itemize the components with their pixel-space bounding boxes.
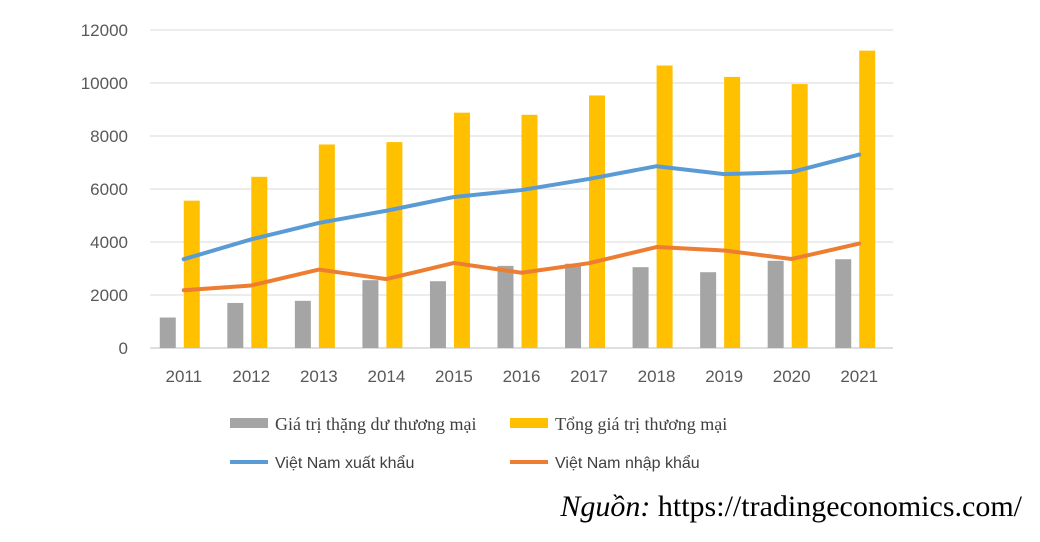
y-tick-label: 10000	[81, 74, 128, 93]
bar-total	[318, 144, 335, 348]
y-axis-ticks: 0 2000 4000 6000 8000 10000 12000	[81, 21, 128, 358]
bar-surplus	[159, 317, 176, 348]
x-axis-ticks: 2011 2012 2013 2014 2015 2016 2017 2018 2019 2020…	[165, 367, 878, 386]
y-tick-label: 6000	[90, 180, 128, 199]
x-tick-label: 2012	[232, 367, 270, 386]
bar-total	[386, 142, 403, 348]
x-tick-label: 2015	[435, 367, 473, 386]
bar-surplus	[227, 302, 244, 348]
bar-total	[183, 200, 200, 348]
x-tick-label: 2017	[570, 367, 608, 386]
bar-surplus	[835, 259, 852, 348]
bar-surplus	[632, 267, 649, 348]
x-tick-label: 2013	[300, 367, 338, 386]
bar-surplus	[700, 272, 717, 348]
y-tick-label: 0	[119, 339, 128, 358]
lines	[181, 152, 862, 293]
bar-total	[724, 76, 741, 348]
line-import	[181, 241, 862, 293]
bar-surplus	[767, 260, 784, 348]
bar-total	[791, 84, 808, 348]
legend-label: Giá trị thặng dư thương mại	[275, 414, 477, 434]
y-tick-label: 2000	[90, 286, 128, 305]
y-tick-label: 8000	[90, 127, 128, 146]
bar-total	[521, 114, 538, 348]
source-note: Nguồn: https://tradingeconomics.com/	[560, 490, 1022, 524]
x-tick-label: 2016	[503, 367, 541, 386]
x-tick-label: 2021	[840, 367, 878, 386]
bar-surplus	[497, 265, 514, 348]
legend-swatch	[230, 418, 268, 428]
x-tick-label: 2018	[638, 367, 676, 386]
bar-total	[859, 50, 876, 349]
source-url: https://tradingeconomics.com/	[657, 490, 1022, 523]
bar-total	[453, 112, 470, 349]
bar-total	[656, 65, 673, 348]
bar-surplus	[294, 300, 311, 348]
bar-total	[589, 95, 606, 348]
source-label: Nguồn:	[560, 490, 651, 523]
legend-swatch	[510, 418, 548, 428]
legend-label: Việt Nam xuất khẩu	[275, 454, 414, 472]
y-tick-label: 4000	[90, 233, 128, 252]
x-tick-label: 2011	[165, 367, 202, 386]
legend-label: Việt Nam nhập khẩu	[555, 454, 700, 472]
line-export	[181, 152, 862, 262]
bar-surplus	[362, 280, 379, 348]
y-tick-label: 12000	[81, 21, 128, 40]
bars	[159, 50, 876, 349]
x-tick-label: 2019	[705, 367, 743, 386]
legend: Giá trị thặng dư thương mại Tổng giá trị …	[230, 414, 727, 472]
bar-surplus	[565, 263, 582, 348]
bar-total	[251, 176, 268, 348]
x-tick-label: 2014	[367, 367, 405, 386]
legend-label: Tổng giá trị thương mại	[555, 414, 727, 434]
x-tick-label: 2020	[773, 367, 811, 386]
bar-surplus	[429, 281, 446, 348]
